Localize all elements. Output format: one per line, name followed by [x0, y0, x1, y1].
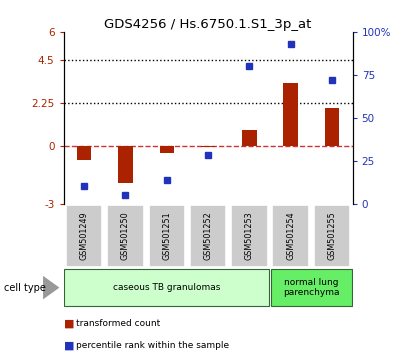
Title: GDS4256 / Hs.6750.1.S1_3p_at: GDS4256 / Hs.6750.1.S1_3p_at — [104, 18, 311, 31]
Text: GSM501252: GSM501252 — [203, 211, 212, 260]
Text: cell type: cell type — [4, 282, 46, 293]
Bar — [118, 146, 133, 183]
Bar — [159, 146, 173, 153]
Text: normal lung
parenchyma: normal lung parenchyma — [282, 278, 339, 297]
Text: ■: ■ — [63, 319, 74, 329]
Text: GSM501249: GSM501249 — [79, 211, 88, 260]
Text: caseous TB granulomas: caseous TB granulomas — [113, 283, 220, 292]
Polygon shape — [43, 276, 59, 299]
Text: transformed count: transformed count — [76, 319, 160, 329]
Text: GSM501254: GSM501254 — [285, 211, 294, 260]
Text: GSM501255: GSM501255 — [327, 211, 336, 260]
Text: ■: ■ — [63, 340, 74, 350]
Text: percentile rank within the sample: percentile rank within the sample — [76, 341, 228, 350]
FancyBboxPatch shape — [313, 205, 349, 267]
Bar — [283, 84, 297, 146]
FancyBboxPatch shape — [148, 205, 184, 267]
Text: GSM501253: GSM501253 — [244, 211, 253, 260]
Bar — [324, 108, 338, 146]
FancyBboxPatch shape — [189, 205, 226, 267]
FancyBboxPatch shape — [107, 205, 143, 267]
FancyBboxPatch shape — [64, 269, 269, 306]
Bar — [242, 130, 256, 146]
Bar — [77, 146, 91, 160]
FancyBboxPatch shape — [272, 205, 308, 267]
FancyBboxPatch shape — [66, 205, 102, 267]
Bar — [200, 146, 215, 147]
FancyBboxPatch shape — [270, 269, 351, 306]
FancyBboxPatch shape — [231, 205, 267, 267]
Text: GSM501251: GSM501251 — [162, 211, 171, 260]
Text: GSM501250: GSM501250 — [121, 211, 130, 260]
